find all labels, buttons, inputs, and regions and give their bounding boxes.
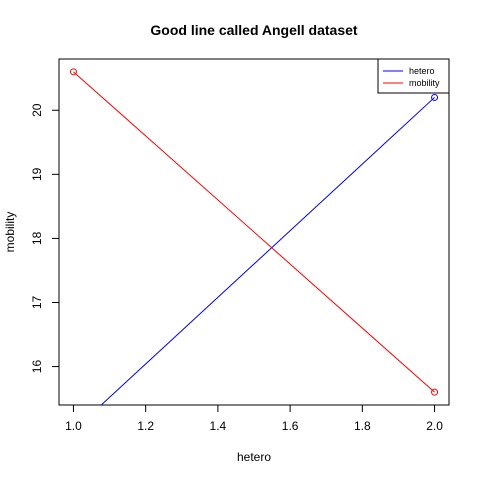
y-axis-label: mobility (3, 212, 17, 253)
y-axis: 16 17 18 19 20 (30, 103, 59, 373)
series-layer (69, 68, 439, 405)
data-point (431, 388, 439, 396)
legend-label-hetero: hetero (409, 66, 435, 76)
series-mobility (69, 68, 439, 396)
y-tick-label: 16 (30, 360, 44, 374)
x-tick-label: 1.8 (354, 419, 371, 433)
x-tick-label: 1.0 (65, 419, 82, 433)
series-line-hetero (100, 97, 435, 405)
series-hetero (100, 93, 439, 405)
x-tick-label: 1.6 (282, 419, 299, 433)
y-tick-label: 19 (30, 167, 44, 181)
data-point (69, 68, 77, 76)
plot-area (58, 58, 450, 406)
y-tick-label: 18 (30, 231, 44, 245)
y-tick-label: 17 (30, 295, 44, 309)
data-point (431, 93, 439, 101)
x-tick-label: 2.0 (426, 419, 443, 433)
legend: hetero mobility (377, 58, 450, 94)
chart-title: Good line called Angell dataset (150, 22, 358, 38)
y-tick-label: 20 (30, 103, 44, 117)
x-axis-label: hetero (237, 450, 271, 464)
x-axis: 1.0 1.2 1.4 1.6 1.8 2.0 (65, 405, 443, 433)
x-tick-label: 1.2 (137, 419, 154, 433)
legend-box (377, 58, 450, 94)
legend-label-mobility: mobility (409, 78, 440, 88)
series-line-mobility (73, 71, 435, 393)
x-tick-label: 1.4 (210, 419, 227, 433)
